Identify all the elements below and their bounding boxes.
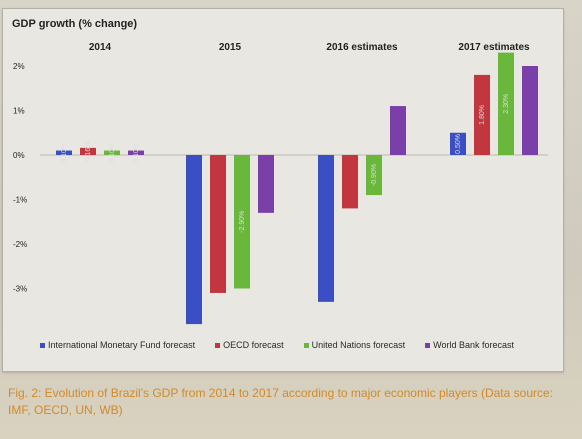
bar	[210, 155, 226, 293]
category-label: 2015	[219, 42, 242, 53]
bar-value-label: -2.90%	[239, 211, 246, 233]
y-tick-label: -2%	[13, 240, 27, 249]
bar-value-label: 2.30%	[503, 94, 510, 114]
bar-value-label: 1.80%	[479, 105, 486, 125]
bar	[258, 155, 274, 213]
bar	[522, 66, 538, 155]
y-axis-title: GDP growth (% change)	[12, 18, 138, 30]
category-label: 2017 estimates	[458, 42, 530, 53]
bar-value-label: 0.16%	[85, 142, 92, 162]
legend-label: International Monetary Fund forecast	[48, 340, 196, 350]
y-tick-label: 1%	[13, 107, 25, 116]
bar-value-label: 0.10%	[109, 143, 116, 163]
bar	[474, 74, 490, 155]
bar	[186, 155, 202, 325]
bar-value-label: 0.10%	[61, 143, 68, 163]
legend-swatch	[303, 342, 309, 348]
legend-item: OECD forecast	[215, 340, 284, 350]
bar	[56, 150, 72, 155]
y-tick-label: -1%	[13, 196, 27, 205]
y-tick-label: 2%	[13, 62, 25, 71]
legend-item: United Nations forecast	[303, 340, 406, 350]
bar	[498, 52, 514, 155]
legend-swatch	[40, 342, 45, 348]
category-label: 2014	[89, 42, 112, 53]
legend-item: International Monetary Fund forecast	[40, 340, 195, 350]
y-tick-label: 0%	[13, 151, 25, 160]
bar-value-label: 0.10%	[133, 143, 140, 163]
bar	[366, 155, 382, 196]
bar	[128, 150, 144, 155]
bar	[234, 155, 250, 289]
legend-item: World Bank forecast	[425, 340, 514, 350]
figure-caption: Fig. 2: Evolution of Brazil's GDP from 2…	[8, 386, 553, 417]
category-label: 2016 estimates	[326, 42, 398, 53]
bar	[80, 147, 96, 155]
bar	[342, 155, 358, 209]
bar	[318, 155, 334, 302]
bar	[450, 132, 466, 155]
y-tick-label: -3%	[13, 285, 27, 294]
legend-swatch	[425, 342, 431, 348]
chart-panel	[2, 8, 564, 372]
legend-swatch	[215, 342, 221, 348]
bar-value-label: 0.50%	[455, 134, 462, 154]
legend-label: World Bank forecast	[433, 340, 515, 350]
bar	[390, 106, 406, 155]
legend-label: United Nations forecast	[311, 340, 406, 350]
legend: International Monetary Fund forecast OECD…	[40, 340, 560, 350]
bar-value-label: -0.90%	[371, 164, 378, 186]
legend-label: OECD forecast	[223, 340, 284, 350]
bar	[104, 150, 120, 155]
